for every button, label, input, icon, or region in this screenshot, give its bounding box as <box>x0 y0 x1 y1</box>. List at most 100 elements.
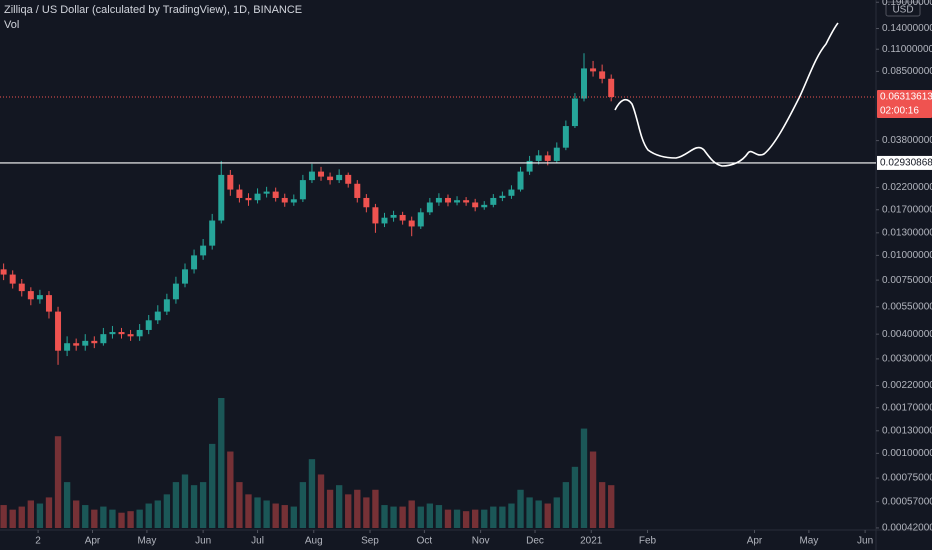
drawn-projection <box>614 22 839 167</box>
candle-body <box>299 180 306 200</box>
volume-bar <box>73 500 80 528</box>
x-tick-label: Sep <box>361 536 379 547</box>
x-tick-label: Jul <box>251 536 264 547</box>
x-tick-label: 2021 <box>580 536 603 547</box>
volume-bar <box>145 503 152 528</box>
volume-bar <box>190 485 198 528</box>
candle-body <box>571 98 578 127</box>
volume-bar <box>127 511 134 528</box>
candle-body <box>182 269 188 284</box>
candle-body <box>481 204 488 208</box>
candle-body <box>236 189 243 198</box>
candle-body <box>145 320 152 330</box>
volume-bar <box>562 482 570 528</box>
y-tick-label: 0.14000000 <box>882 23 932 34</box>
volume-bar <box>553 497 560 528</box>
horizontal-line-label-box <box>877 155 932 170</box>
y-tick-label: 0.11000000 <box>882 44 932 55</box>
candle-body <box>290 199 297 203</box>
volume-bar <box>218 398 225 528</box>
volume-bar <box>598 482 606 528</box>
volume-bar <box>426 503 434 528</box>
volume-bar <box>490 506 497 528</box>
volume-bar <box>254 497 261 528</box>
volume-bar <box>281 505 288 528</box>
candle-body <box>36 295 43 300</box>
candle-body <box>426 202 433 213</box>
volume-bar <box>245 494 252 528</box>
volume-bar <box>109 509 116 528</box>
volume-bar <box>36 503 44 528</box>
candle-body <box>209 220 216 246</box>
volume-bar <box>462 511 470 528</box>
y-tick-label: 0.00300000 <box>882 354 932 365</box>
volume-bar <box>544 503 551 528</box>
volume-bar <box>199 482 207 528</box>
volume-bar <box>508 503 515 528</box>
candle-body <box>109 332 116 335</box>
volume-bar <box>499 506 506 528</box>
currency-label[interactable]: USD <box>892 5 913 16</box>
x-tick-label: Aug <box>305 536 323 547</box>
x-tick-label: Oct <box>417 536 433 547</box>
candle-body <box>526 160 533 172</box>
volume-bar <box>299 482 307 528</box>
candle-body <box>318 171 325 177</box>
candle-body <box>18 283 25 292</box>
volume-bar <box>580 428 588 528</box>
volume-bar <box>444 509 452 528</box>
volume-bar <box>308 459 316 528</box>
y-tick-label: 0.00057000 <box>882 496 932 507</box>
y-tick-label: 0.00042000 <box>882 523 932 534</box>
y-tick-label: 0.00130000 <box>882 425 932 436</box>
countdown-label: 02:00:16 <box>880 106 919 117</box>
x-tick-label: Apr <box>747 536 763 547</box>
candle-body <box>354 183 361 198</box>
x-tick-label: May <box>799 536 818 547</box>
x-tick-label: Jun <box>195 536 211 547</box>
candle-body <box>64 343 71 351</box>
candle-body <box>82 340 89 346</box>
volume-layer <box>0 398 615 528</box>
candle-body <box>336 174 343 181</box>
volume-bar <box>526 497 533 528</box>
volume-bar <box>136 509 143 528</box>
candle-body <box>417 212 424 227</box>
candle-body <box>444 197 451 203</box>
candle-body <box>517 171 524 190</box>
currency-box[interactable] <box>885 1 921 17</box>
candle-body <box>463 200 470 203</box>
volume-bar <box>163 494 171 528</box>
candle-body <box>154 311 161 321</box>
volume-bar <box>63 482 71 528</box>
candle-body <box>45 295 52 312</box>
y-tick-label: 0.19000000 <box>882 0 932 8</box>
candle-body <box>281 197 288 203</box>
candle-layer <box>0 53 615 365</box>
candle-body <box>472 202 479 208</box>
candle-body <box>263 191 270 194</box>
candle-body <box>581 68 587 99</box>
volume-bar <box>118 512 125 528</box>
candle-body <box>381 217 388 224</box>
volume-bar <box>372 489 379 528</box>
volume-bar <box>100 506 107 528</box>
volume-bar <box>18 506 25 528</box>
volume-bar <box>0 505 7 528</box>
volume-bar <box>91 509 98 528</box>
volume-bar <box>27 500 35 528</box>
candle-body <box>118 332 125 335</box>
volume-bar <box>390 506 397 528</box>
candle-body <box>490 197 497 205</box>
volume-bar <box>236 482 243 528</box>
candle-body <box>308 171 315 181</box>
y-tick-label: 0.00750000 <box>882 275 932 286</box>
volume-bar <box>227 451 234 528</box>
volume-bar <box>472 509 479 528</box>
y-tick-label: 0.00170000 <box>882 402 932 413</box>
volume-bar <box>82 505 89 528</box>
candle-body <box>163 299 170 312</box>
volume-bar <box>209 443 216 528</box>
candle-body <box>508 189 515 196</box>
candle-body <box>91 340 98 344</box>
